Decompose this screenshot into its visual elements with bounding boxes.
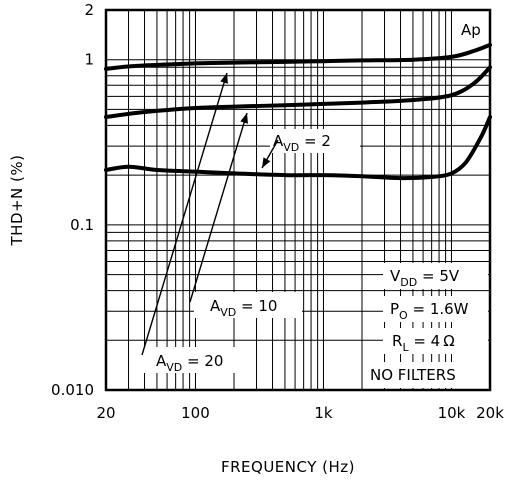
x-axis-label: FREQUENCY (Hz): [221, 458, 355, 476]
avd-2-label: AVD = 2: [273, 132, 331, 154]
ap-label: Ap: [461, 21, 481, 39]
tick-labels: 20 100 1k 10k 20k 0.010 0.1 1 2: [51, 1, 504, 422]
vdd-label: VDD = 5V: [390, 267, 460, 289]
no-filters-label: NO FILTERS: [370, 366, 456, 384]
series-line-avd-10: [104, 65, 492, 119]
arrow-avd-10: [189, 112, 248, 303]
x-tick-label: 10k: [438, 404, 466, 422]
arrow-avd-20: [141, 72, 228, 356]
y-axis-label: THD+N (%): [8, 154, 26, 246]
label-box: [365, 362, 488, 388]
label-box: [455, 16, 488, 42]
y-tick-label: 2: [84, 1, 94, 19]
label-box: [270, 129, 360, 153]
label-box: [383, 328, 488, 354]
avd-10-label: AVD = 10: [210, 297, 277, 319]
y-tick-label: 1: [84, 51, 94, 69]
x-tick-label: 20k: [476, 404, 504, 422]
series-group: [104, 42, 492, 181]
y-tick-label: 0.1: [70, 216, 94, 234]
arrow-avd-2-head: [262, 157, 271, 168]
x-tick-label: 1k: [314, 404, 333, 422]
plot-frame: [104, 8, 492, 392]
arrow-avd-10-head: [240, 113, 248, 124]
label-box: [383, 263, 488, 289]
y-tick-label: 0.010: [51, 381, 94, 399]
label-box: [383, 296, 488, 322]
po-label: PO = 1.6W: [390, 300, 469, 322]
rl-label: RL = 4 Ω: [392, 332, 455, 354]
series-line-avd-20: [104, 42, 492, 71]
avd-20-label: AVD = 20: [156, 352, 223, 374]
label-box: [142, 347, 250, 373]
annotations: Ap AVD = 2 AVD = 10 AVD = 20 VDD = 5V PO = 1.…: [141, 16, 488, 388]
x-tick-label: 20: [96, 404, 115, 422]
x-tick-label: 100: [181, 404, 210, 422]
arrow-avd-20-head: [220, 73, 228, 84]
label-box: [194, 292, 302, 318]
series-line-avd-2: [104, 115, 492, 181]
grid: [106, 10, 490, 390]
